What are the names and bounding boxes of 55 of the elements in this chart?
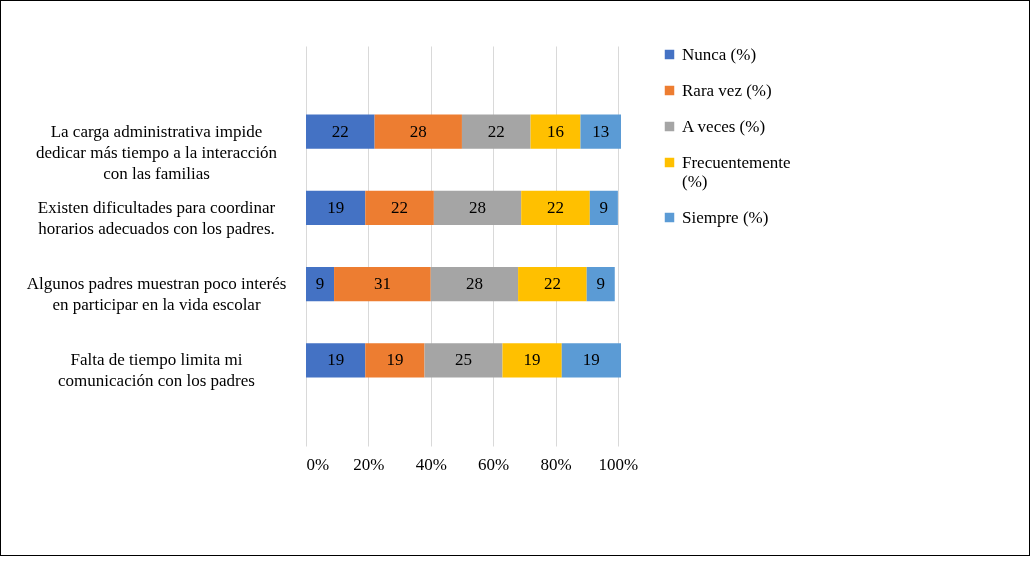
data-label: 31 [373,274,391,294]
bar [530,114,581,149]
bar [306,190,366,226]
data-label: 22 [391,197,409,217]
bar [306,343,366,378]
x-tick-label: 20% [353,454,385,474]
bar [430,266,519,302]
data-label: 22 [547,197,564,217]
legend-label: Frecuentemente (%) [682,152,791,191]
x-tick-label: 40% [415,454,447,474]
data-label: 9 [599,197,609,217]
data-label: 9 [315,274,325,294]
legend-label: Nunca (%) [682,44,757,64]
bar [306,114,375,149]
data-label: 16 [547,121,564,141]
data-label: 19 [327,350,345,370]
data-label: 13 [592,121,610,141]
bar [334,266,431,302]
bar [580,114,621,149]
bar [433,190,522,226]
data-label: 22 [331,121,349,141]
bar [374,114,462,149]
bar [589,190,618,226]
legend-label: A veces (%) [682,116,766,136]
x-tick-label: 80% [540,454,572,474]
data-label: 19 [523,350,541,370]
x-tick-label: 0% [306,454,330,474]
bar [561,343,621,378]
legend-label: Siempre (%) [682,207,769,227]
y-tick-label: Falta de tiempo limita mi comunicación con los padres [58,350,255,391]
bar [586,266,615,302]
x-tick-label: 100% [598,454,639,474]
data-label: 28 [409,121,427,141]
data-label: 19 [386,350,404,370]
data-label: 19 [327,197,345,217]
y-tick-label: Algunos padres muestran poco interés en participar en la vida escolar [26,274,287,315]
bar [306,266,335,302]
bar [424,343,503,378]
x-tick-label: 60% [478,454,510,474]
y-tick-label: La carga administrativa impide dedicar más tiempo a la interacción con las familias [35,121,278,183]
bar [365,343,425,378]
bar [502,343,562,378]
data-label: 22 [543,274,561,294]
data-label: 19 [582,350,600,370]
bar [521,190,590,226]
data-label: 9 [596,274,605,294]
data-label: 25 [455,350,472,370]
bar [518,266,587,302]
bar [461,114,531,149]
bar [365,190,434,226]
y-tick-label: Existen dificultades para coordinar horarios adecuados con los padres. [37,197,276,238]
data-label: 28 [469,197,487,217]
data-label: 22 [487,121,505,141]
legend-label: Rara vez (%) [682,80,772,100]
data-label: 28 [465,274,483,294]
